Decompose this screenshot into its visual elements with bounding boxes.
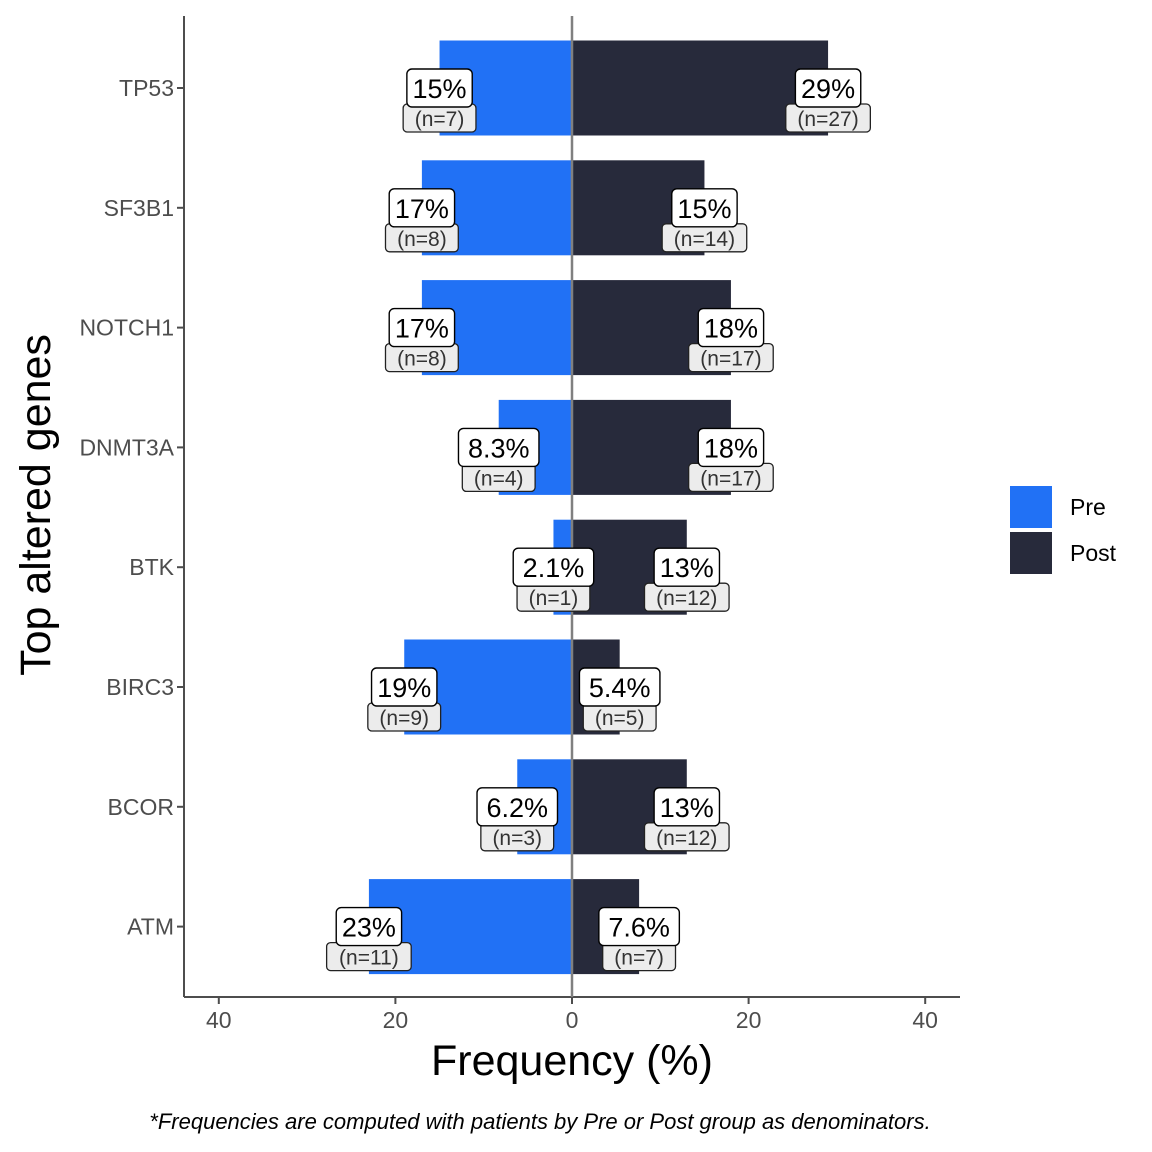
pct-label-post-bcor: 13%: [660, 793, 714, 823]
count-label-pre-dnmt3a: (n=4): [474, 467, 524, 490]
x-tick-label-4: 40: [912, 1007, 938, 1033]
y-axis-title: Top altered genes: [12, 334, 60, 676]
pct-box-post-bcor: [653, 787, 721, 827]
x-tick-label-2: 0: [566, 1007, 579, 1033]
y-tick-label-dnmt3a: DNMT3A: [79, 434, 174, 460]
count-label-post-sf3b1: (n=14): [674, 228, 735, 251]
y-ticks-layer: TP53 SF3B1 NOTCH1 DNMT3A BTK BIRC3 BCOR ATM: [79, 75, 184, 940]
count-label-post-tp53: (n=27): [797, 108, 858, 131]
y-tick-label-sf3b1: SF3B1: [104, 195, 174, 221]
pct-label-pre-notch1: 17%: [395, 314, 449, 344]
count-label-pre-notch1: (n=8): [397, 348, 447, 371]
pct-label-post-btk: 13%: [660, 553, 714, 583]
data-labels-layer: (n=7) 15% (n=27) 29% (n=8) 17% (n=14) 15% (n=8) 1…: [325, 68, 871, 972]
y-tick-label-tp53: TP53: [119, 75, 174, 101]
count-label-post-dnmt3a: (n=17): [700, 467, 761, 490]
x-ticks-layer: 40 20 0 20 40: [206, 997, 938, 1033]
legend-swatch-post: [1010, 532, 1052, 574]
pct-label-post-dnmt3a: 18%: [704, 433, 758, 463]
y-tick-label-notch1: NOTCH1: [79, 315, 174, 341]
pct-box-post-sf3b1: [671, 188, 738, 228]
count-label-pre-atm: (n=11): [339, 947, 399, 970]
count-label-pre-sf3b1: (n=8): [397, 228, 447, 251]
pct-box-pre-bcor: [476, 787, 559, 827]
pct-box-pre-sf3b1: [388, 188, 456, 228]
pct-label-pre-birc3: 19%: [377, 673, 431, 703]
legend-label-post: Post: [1070, 540, 1117, 566]
pct-label-pre-dnmt3a: 8.3%: [468, 433, 530, 463]
pct-label-post-tp53: 29%: [801, 74, 855, 104]
count-label-pre-birc3: (n=9): [379, 707, 429, 730]
x-tick-label-0: 40: [206, 1007, 232, 1033]
pct-label-pre-btk: 2.1%: [523, 553, 585, 583]
pct-box-post-atm: [598, 906, 681, 947]
bars-layer: [368, 40, 829, 975]
count-label-post-birc3: (n=5): [595, 707, 645, 730]
pct-box-post-birc3: [578, 667, 661, 707]
pct-box-post-btk: [653, 547, 721, 587]
count-label-post-notch1: (n=17): [700, 348, 761, 371]
count-label-pre-tp53: (n=7): [415, 108, 465, 131]
pct-box-pre-dnmt3a: [457, 427, 540, 468]
y-tick-label-btk: BTK: [129, 554, 174, 580]
pct-label-post-birc3: 5.4%: [589, 673, 651, 703]
axes-layer: [183, 16, 960, 998]
count-label-pre-btk: (n=1): [529, 587, 579, 610]
pct-box-pre-atm: [335, 906, 403, 947]
y-tick-label-birc3: BIRC3: [106, 674, 174, 700]
pct-box-post-tp53: [794, 68, 862, 108]
caption: *Frequencies are computed with patients …: [149, 1109, 930, 1134]
pct-box-pre-tp53: [406, 68, 473, 108]
legend-label-pre: Pre: [1070, 494, 1106, 520]
pct-label-post-atm: 7.6%: [608, 913, 670, 943]
y-tick-label-atm: ATM: [127, 914, 174, 940]
pct-label-pre-sf3b1: 17%: [395, 194, 449, 224]
y-tick-label-bcor: BCOR: [108, 794, 174, 820]
x-axis-title: Frequency (%): [431, 1037, 713, 1085]
pct-label-pre-bcor: 6.2%: [486, 793, 548, 823]
pct-label-post-sf3b1: 15%: [677, 194, 731, 224]
x-tick-label-3: 20: [736, 1007, 762, 1033]
pct-label-pre-tp53: 15%: [413, 74, 467, 104]
legend: Pre Post: [1010, 486, 1117, 574]
count-label-pre-bcor: (n=3): [492, 827, 542, 850]
pct-box-post-dnmt3a: [697, 427, 765, 468]
pct-box-pre-btk: [512, 547, 595, 587]
pct-box-post-notch1: [697, 307, 765, 348]
pct-box-pre-notch1: [388, 307, 456, 348]
legend-swatch-pre: [1010, 486, 1052, 528]
count-label-post-atm: (n=7): [614, 947, 664, 970]
pct-label-post-notch1: 18%: [704, 314, 758, 344]
count-label-post-btk: (n=12): [656, 587, 717, 610]
x-tick-label-1: 20: [383, 1007, 409, 1033]
count-label-post-bcor: (n=12): [656, 827, 717, 850]
pct-box-pre-birc3: [370, 667, 438, 707]
pct-label-pre-atm: 23%: [342, 913, 396, 943]
